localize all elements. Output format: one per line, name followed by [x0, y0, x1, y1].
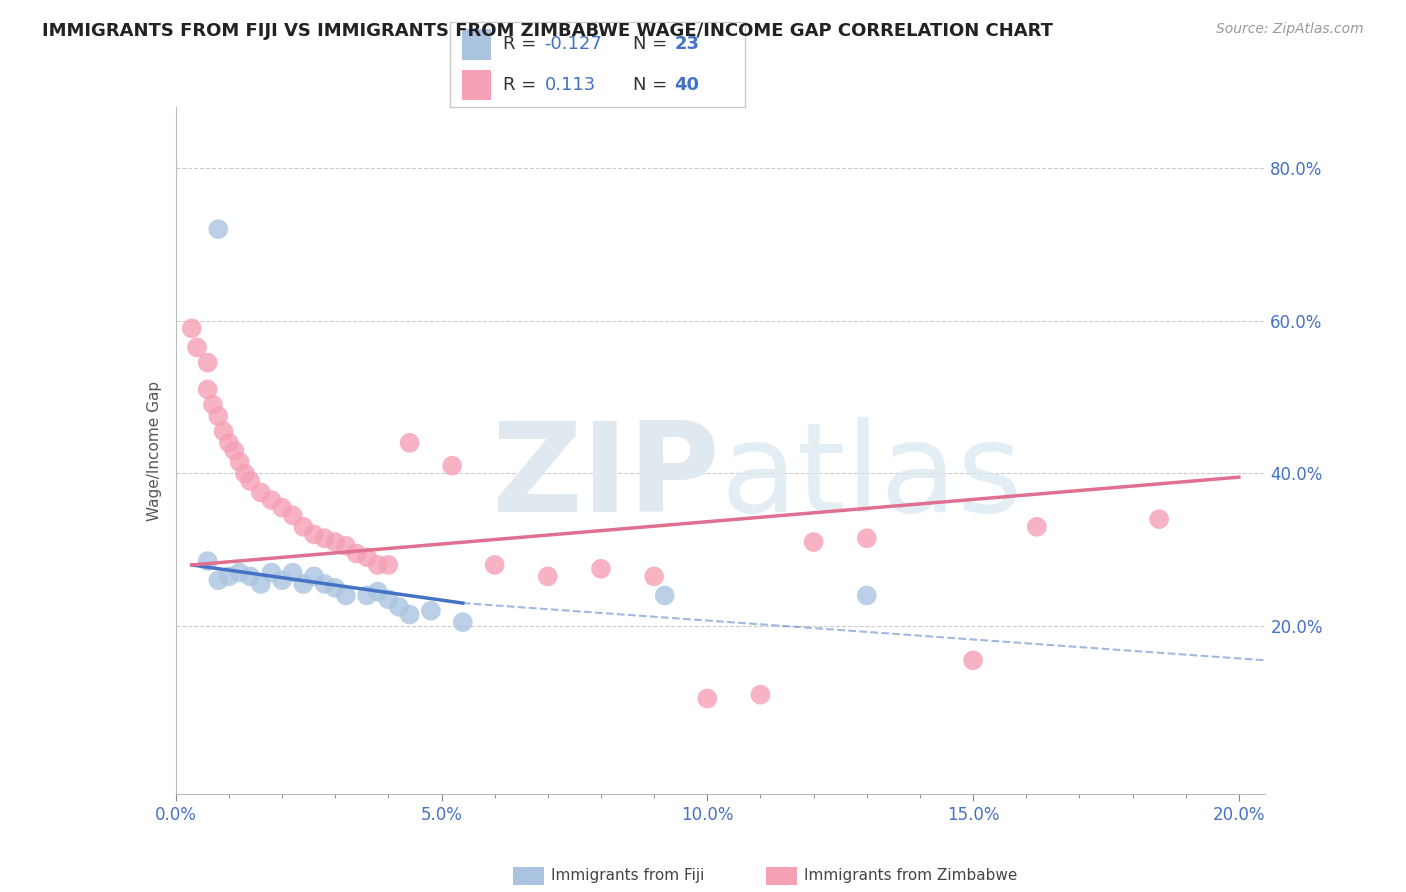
Point: [224, 443, 246, 458]
Point: [302, 569, 325, 583]
Text: R =: R =: [503, 76, 536, 94]
Y-axis label: Wage/Income Gap: Wage/Income Gap: [146, 380, 162, 521]
Text: N =: N =: [633, 36, 668, 54]
Point: [367, 558, 389, 572]
Point: [292, 520, 315, 534]
Point: [197, 554, 219, 568]
Point: [302, 527, 325, 541]
Point: [419, 604, 441, 618]
Text: 40: 40: [675, 76, 699, 94]
Point: [207, 409, 229, 423]
Point: [228, 566, 250, 580]
Text: Immigrants from Zimbabwe: Immigrants from Zimbabwe: [804, 869, 1018, 883]
Point: [201, 398, 224, 412]
Point: [207, 573, 229, 587]
Point: [197, 383, 219, 397]
Point: [441, 458, 464, 473]
Point: [239, 569, 262, 583]
Point: [323, 535, 346, 549]
Bar: [461, 70, 491, 100]
Point: [398, 607, 420, 622]
Point: [260, 566, 283, 580]
Point: [1025, 520, 1047, 534]
Point: [962, 653, 984, 667]
Point: [292, 577, 315, 591]
Point: [281, 566, 304, 580]
Point: [239, 474, 262, 488]
Point: [346, 546, 368, 561]
Point: [1147, 512, 1170, 526]
Point: [356, 550, 378, 565]
Point: [260, 493, 283, 508]
Point: [314, 531, 336, 545]
Text: Immigrants from Fiji: Immigrants from Fiji: [551, 869, 704, 883]
Point: [855, 589, 877, 603]
Text: atlas: atlas: [721, 417, 1022, 539]
Point: [218, 569, 240, 583]
Point: [696, 691, 718, 706]
Point: [323, 581, 346, 595]
Point: [377, 558, 399, 572]
Point: [314, 577, 336, 591]
Text: 23: 23: [675, 36, 699, 54]
Point: [180, 321, 202, 335]
Point: [803, 535, 825, 549]
Text: IMMIGRANTS FROM FIJI VS IMMIGRANTS FROM ZIMBABWE WAGE/INCOME GAP CORRELATION CHA: IMMIGRANTS FROM FIJI VS IMMIGRANTS FROM …: [42, 22, 1053, 40]
Point: [207, 222, 229, 236]
Bar: [461, 29, 491, 60]
Point: [249, 577, 271, 591]
Point: [335, 539, 357, 553]
Text: 0.113: 0.113: [544, 76, 596, 94]
Point: [186, 340, 208, 354]
Point: [356, 589, 378, 603]
Point: [643, 569, 665, 583]
Point: [281, 508, 304, 523]
Point: [233, 467, 256, 481]
Point: [855, 531, 877, 545]
Text: R =: R =: [503, 36, 536, 54]
Point: [398, 435, 420, 450]
Point: [654, 589, 676, 603]
Text: Source: ZipAtlas.com: Source: ZipAtlas.com: [1216, 22, 1364, 37]
Point: [197, 356, 219, 370]
Point: [749, 688, 772, 702]
Point: [228, 455, 250, 469]
Point: [212, 425, 235, 439]
Point: [218, 435, 240, 450]
Point: [249, 485, 271, 500]
Text: -0.127: -0.127: [544, 36, 602, 54]
Point: [589, 562, 612, 576]
Point: [537, 569, 560, 583]
Text: ZIP: ZIP: [492, 417, 721, 539]
Point: [451, 615, 474, 630]
Point: [271, 573, 294, 587]
Point: [377, 592, 399, 607]
Point: [388, 599, 411, 614]
Text: N =: N =: [633, 76, 668, 94]
Point: [367, 584, 389, 599]
Point: [335, 589, 357, 603]
Point: [484, 558, 506, 572]
Point: [271, 500, 294, 515]
